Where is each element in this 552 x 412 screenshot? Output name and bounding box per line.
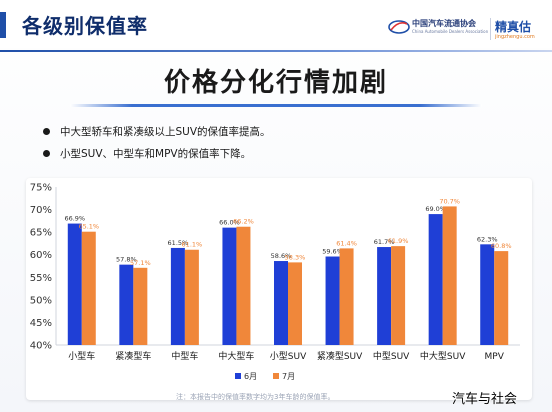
bar-jul	[81, 231, 96, 345]
bar-jul	[494, 251, 509, 345]
data-label: 60.8%	[491, 242, 512, 250]
data-label: 59.6%	[322, 248, 343, 256]
data-label: 58.6%	[271, 252, 292, 260]
bullet-text: 中大型轿车和紧凑级以上SUV的保值率提高。	[60, 126, 271, 138]
bar-jul	[391, 246, 406, 345]
bar-jul	[133, 267, 148, 345]
header-divider	[0, 50, 552, 52]
data-label: 66.0%	[219, 219, 240, 227]
bar-jun	[170, 247, 185, 345]
logo-cada-english: China Automobile Dealers Association	[412, 29, 489, 34]
logo-divider	[490, 18, 491, 40]
y-tick-label: 75%	[30, 183, 52, 194]
x-tick-label: 小型车	[68, 350, 95, 362]
footnote: 注：本报告中的保值率数字均为3年车龄的保值率。	[176, 393, 335, 401]
header-accent-bar	[0, 12, 6, 38]
logo-cada-name: 中国汽车流通协会	[412, 19, 476, 28]
data-label: 65.1%	[78, 223, 99, 231]
legend-swatch	[273, 373, 279, 379]
y-tick-label: 55%	[30, 273, 52, 284]
x-tick-label: 中型车	[171, 350, 198, 362]
bullet-list: 中大型轿车和紧凑级以上SUV的保值率提高。 小型SUV、中型车和MPV的保值率下…	[40, 123, 520, 167]
bar-jul	[339, 248, 354, 345]
bar-jun	[325, 256, 340, 345]
legend-label: 7月	[282, 372, 295, 381]
legend-swatch	[235, 373, 241, 379]
data-label: 61.4%	[336, 239, 357, 247]
data-label: 57.1%	[130, 259, 151, 267]
title-underline	[70, 104, 482, 107]
y-tick-label: 65%	[30, 228, 52, 239]
data-label: 61.1%	[182, 241, 203, 249]
retention-rate-chart: 40% 45% 50% 55% 60% 65% 70% 75% 66.9%65.1% 小型车 57.…	[30, 183, 520, 381]
bar-jun	[67, 223, 82, 345]
bar-jun	[377, 247, 392, 345]
watermark: 汽车与社会	[452, 392, 518, 407]
bullet-dot-icon	[43, 150, 50, 157]
y-tick-label: 40%	[30, 341, 52, 352]
x-tick-label: 紧凑型车	[115, 350, 151, 362]
x-tick-label: 中大型SUV	[420, 350, 466, 362]
y-tick-label: 50%	[30, 295, 52, 306]
bullet-dot-icon	[43, 128, 50, 135]
logo-jingzhengu-name: 精真估	[495, 20, 532, 34]
y-tick-label: 70%	[30, 205, 52, 216]
bar-jul	[184, 249, 199, 345]
x-tick-label: 中大型车	[218, 350, 254, 362]
bar-jun	[119, 264, 134, 345]
bullet-item: 中大型轿车和紧凑级以上SUV的保值率提高。	[40, 123, 520, 145]
logo-block: 中国汽车流通协会 China Automobile Dealers Associ…	[388, 16, 548, 44]
bar-jun	[222, 227, 237, 345]
data-label: 61.5%	[168, 239, 189, 247]
bar-jun	[480, 244, 495, 345]
bar-jul	[288, 262, 302, 345]
bar-jun	[428, 214, 443, 345]
bar-jul	[442, 206, 457, 345]
header-bar: 各级别保值率 中国汽车流通协会 China Automobile Dealers…	[0, 0, 552, 48]
x-tick-label: 紧凑型SUV	[317, 350, 363, 362]
data-label: 66.9%	[64, 215, 85, 223]
y-tick-label: 45%	[30, 318, 52, 329]
data-label: 57.8%	[116, 256, 137, 264]
cada-logo-icon	[388, 20, 410, 34]
x-tick-label: 中型SUV	[373, 350, 410, 362]
legend-label: 6月	[244, 372, 257, 381]
section-title: 各级别保值率	[22, 14, 148, 38]
logo-jingzhengu-url: jingzhengu.com	[495, 34, 535, 40]
x-tick-label: MPV	[485, 352, 505, 362]
data-label: 61.7%	[374, 238, 395, 246]
bar-jul	[236, 226, 251, 345]
data-label: 70.7%	[439, 197, 460, 205]
main-title: 价格分化行情加剧	[163, 68, 388, 98]
data-label: 62.3%	[477, 235, 498, 243]
data-label: 58.3%	[285, 253, 306, 261]
data-label: 66.2%	[233, 218, 254, 226]
x-tick-label: 小型SUV	[270, 351, 307, 362]
data-label: 61.9%	[388, 237, 409, 245]
bar-jun	[274, 261, 288, 345]
data-label: 69.0%	[425, 205, 446, 213]
bullet-item: 小型SUV、中型车和MPV的保值率下降。	[40, 145, 520, 167]
bullet-text: 小型SUV、中型车和MPV的保值率下降。	[60, 148, 252, 160]
y-tick-label: 60%	[30, 250, 52, 261]
